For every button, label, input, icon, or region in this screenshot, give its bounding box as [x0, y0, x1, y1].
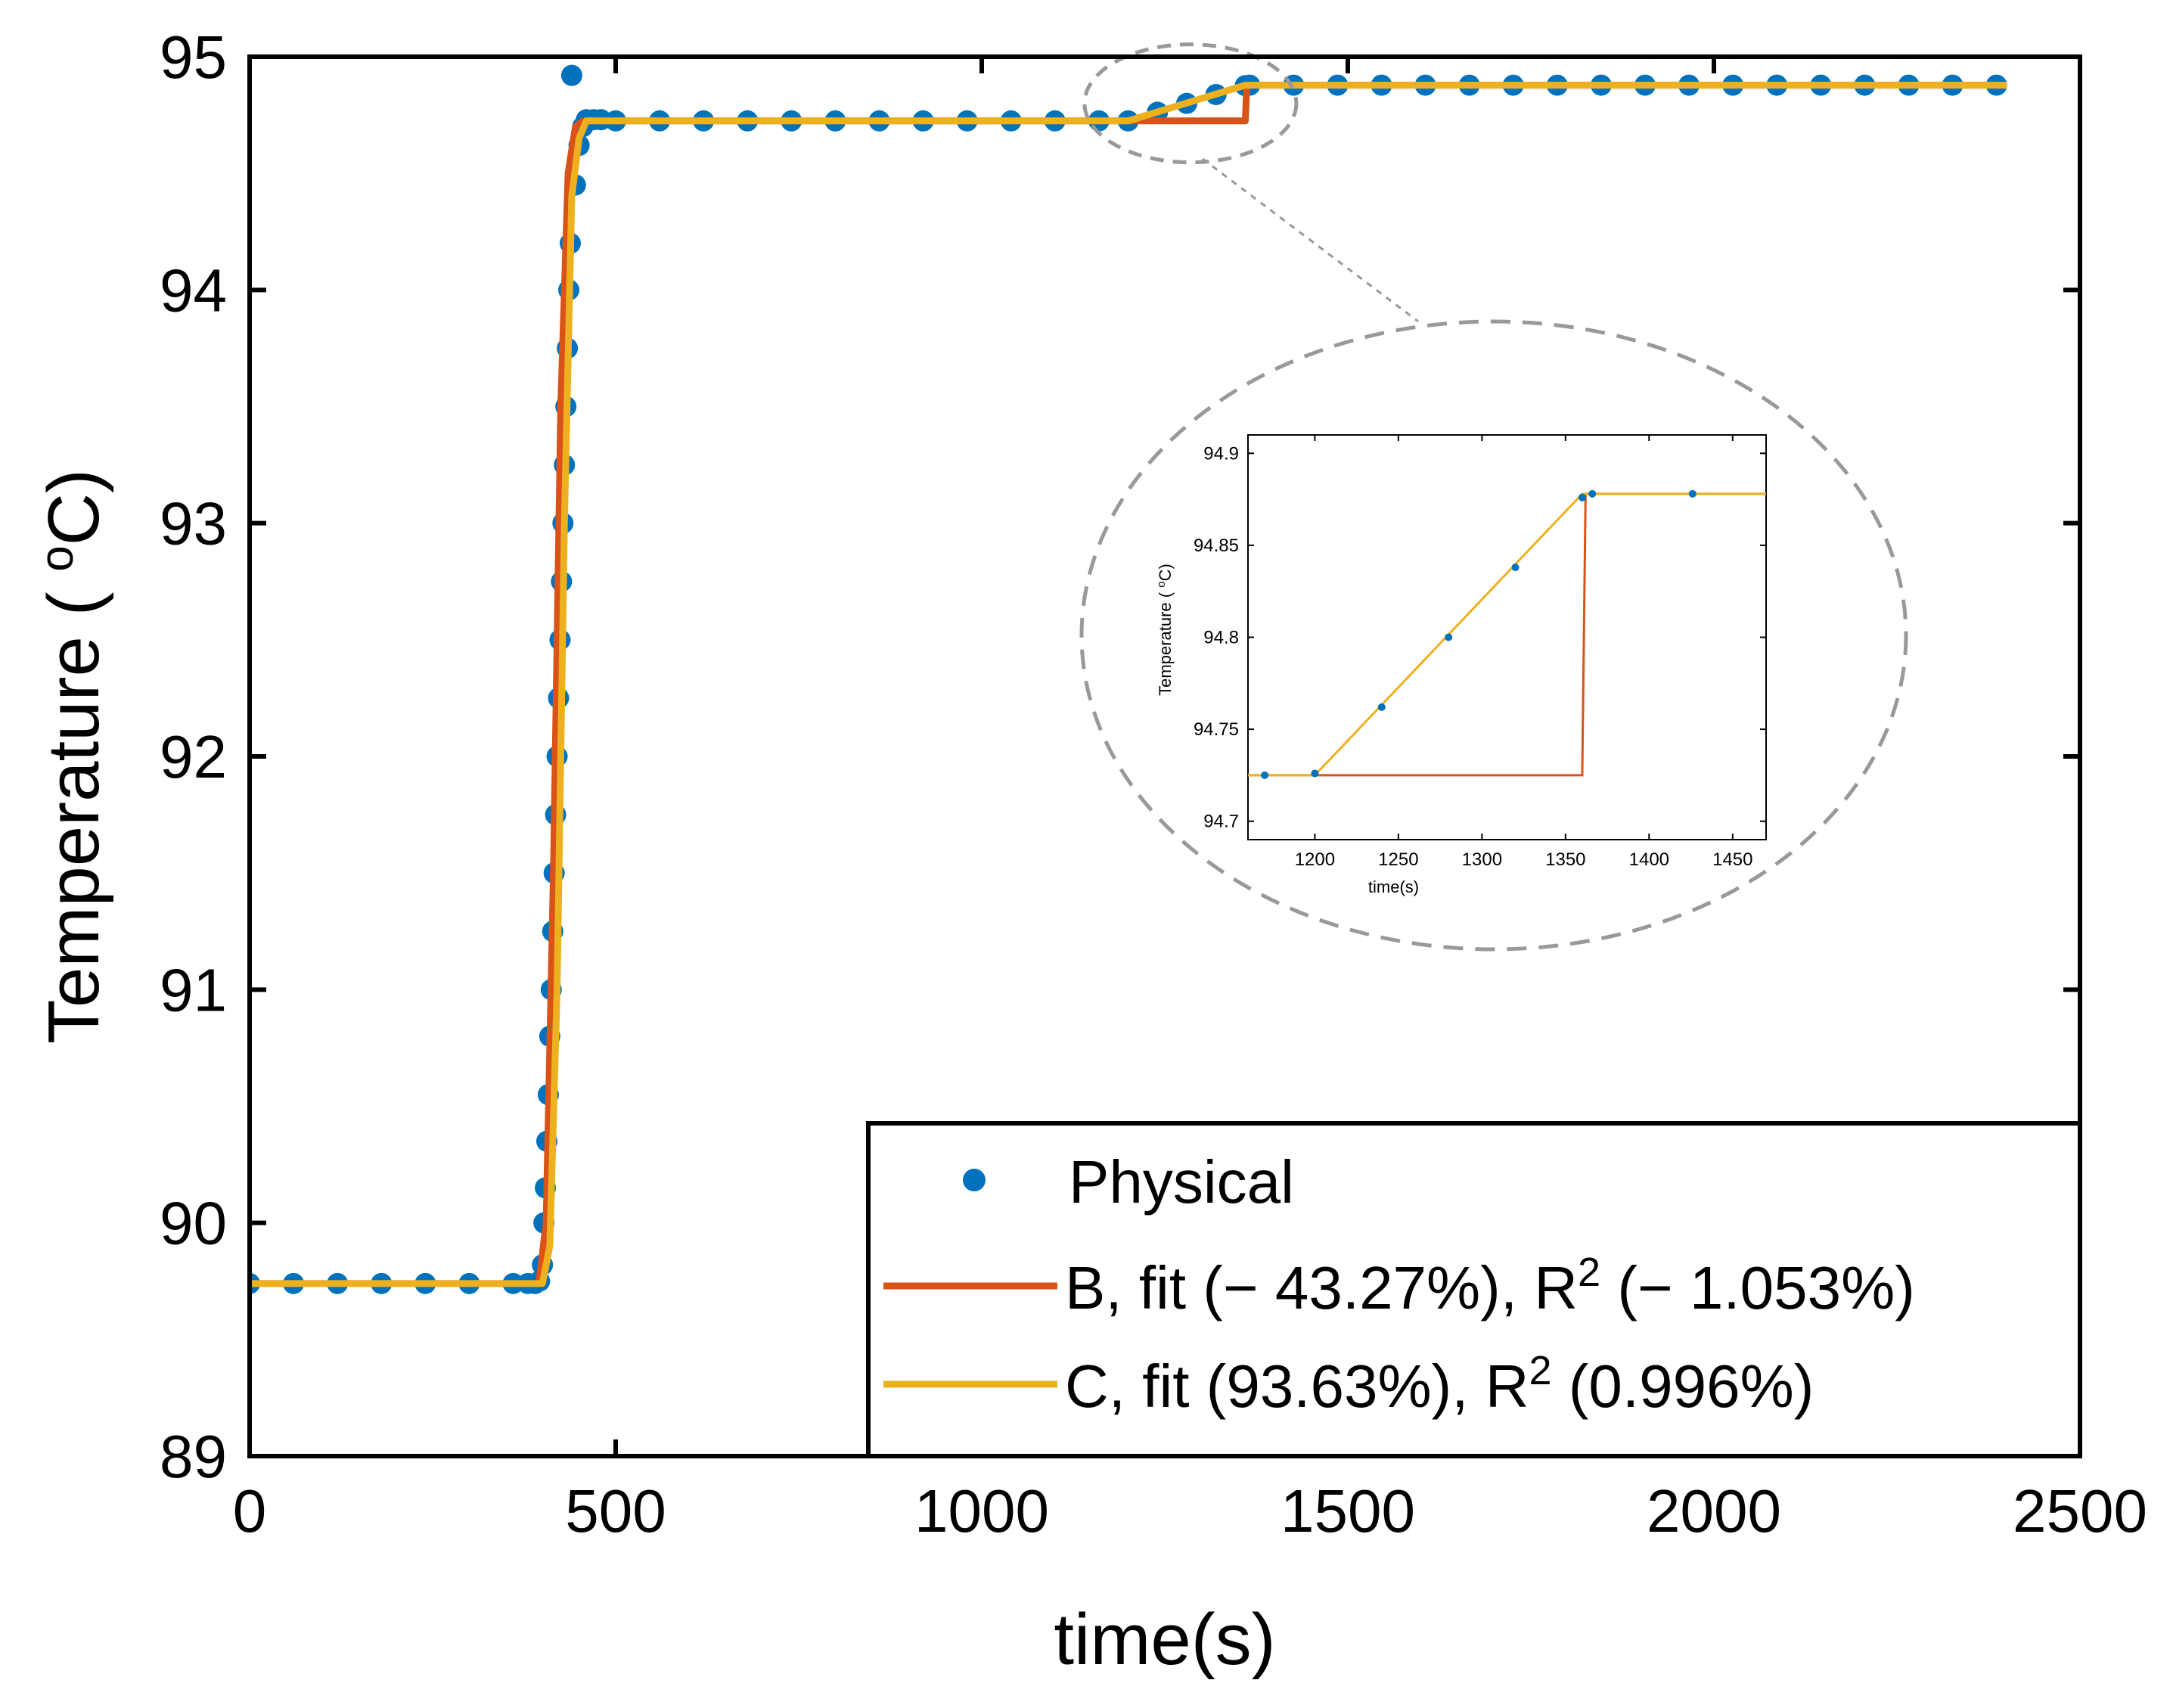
inset-plot-layer — [1248, 489, 1766, 779]
physical-point — [560, 64, 582, 86]
legend-label-main: C, fit (93.63%), R — [1065, 1352, 1529, 1420]
fit-line-B — [250, 82, 2007, 1287]
y-tick-label: 95 — [160, 23, 227, 91]
inset-physical-point — [1377, 703, 1386, 711]
inset-y-tick-label: 94.9 — [1203, 443, 1239, 464]
inset-y-tick-label: 94.7 — [1203, 812, 1239, 832]
legend-physical-label: Physical — [1069, 1148, 1294, 1216]
x-tick-label: 2500 — [2013, 1477, 2147, 1545]
legend-box — [866, 1121, 2082, 1458]
zoom-ellipse — [1082, 42, 1299, 165]
x-tick-label: 2000 — [1647, 1477, 1781, 1545]
y-tick-label: 89 — [160, 1423, 227, 1490]
inset-x-tick-label: 1350 — [1545, 849, 1585, 870]
inset-x-tick-label: 1400 — [1629, 849, 1669, 870]
x-tick-label: 1500 — [1281, 1477, 1415, 1545]
legend-physical-marker — [963, 1169, 986, 1191]
inset-y-title-sup: o — [1155, 581, 1168, 587]
inset-x-tick-label: 1300 — [1462, 849, 1502, 870]
y-tick-label: 94 — [160, 256, 227, 324]
inset-x-tick-label: 1250 — [1378, 849, 1418, 870]
y-axis-title-sup: o — [31, 545, 83, 571]
legend-B-label: B, fit (− 43.27%), R2 (− 1.053%) — [1065, 1250, 1915, 1321]
inset-physical-point — [1311, 769, 1319, 778]
inset-y-title-prefix: Temperature ( — [1156, 588, 1175, 696]
zoom-connector — [1202, 157, 1419, 323]
x-tick-label: 1000 — [914, 1477, 1049, 1545]
inset-plot-area — [1247, 434, 1767, 840]
inset-x-axis-title: time(s) — [1368, 877, 1419, 896]
inset-physical-point — [1688, 489, 1696, 498]
inset-physical-point — [1445, 633, 1453, 641]
y-tick-label: 90 — [160, 1190, 227, 1257]
y-tick-label: 92 — [160, 723, 227, 790]
inset-y-tick-label: 94.8 — [1203, 628, 1239, 648]
y-tick-label: 93 — [160, 490, 227, 557]
legend-label-tail: (0.996%) — [1552, 1352, 1814, 1420]
main-plot-layer — [250, 64, 2007, 1294]
legend-label-sup: 2 — [1578, 1250, 1600, 1295]
inset-y-axis-title: Temperature ( oC) — [1155, 564, 1175, 696]
y-axis-title-suffix: C) — [33, 469, 114, 545]
inset-physical-point — [1511, 564, 1520, 572]
legend-C-label: C, fit (93.63%), R2 (0.996%) — [1065, 1348, 1814, 1420]
legend-label-tail: (− 1.053%) — [1600, 1254, 1915, 1321]
inset-physical-point — [1588, 489, 1597, 498]
inset-y-tick-label: 94.75 — [1194, 719, 1239, 740]
x-axis-title: time(s) — [1054, 1599, 1275, 1680]
inset-x-tick-label: 1200 — [1295, 849, 1335, 870]
y-axis-title: Temperature ( oC) — [31, 469, 115, 1044]
x-tick-label: 0 — [233, 1477, 267, 1545]
inset-y-title-suffix: C) — [1156, 564, 1175, 581]
inset-physical-point — [1261, 771, 1269, 779]
y-axis-title-prefix: Temperature ( — [33, 572, 114, 1044]
legend-label-sup: 2 — [1529, 1348, 1552, 1393]
x-tick-label: 500 — [565, 1477, 666, 1545]
legend-label-main: B, fit (− 43.27%), R — [1065, 1254, 1578, 1321]
inset-y-tick-label: 94.85 — [1194, 536, 1239, 556]
inset-physical-point — [1578, 493, 1586, 502]
fit-line-C — [250, 82, 2007, 1287]
y-tick-label: 91 — [160, 956, 227, 1023]
inset-x-tick-label: 1450 — [1712, 849, 1752, 870]
